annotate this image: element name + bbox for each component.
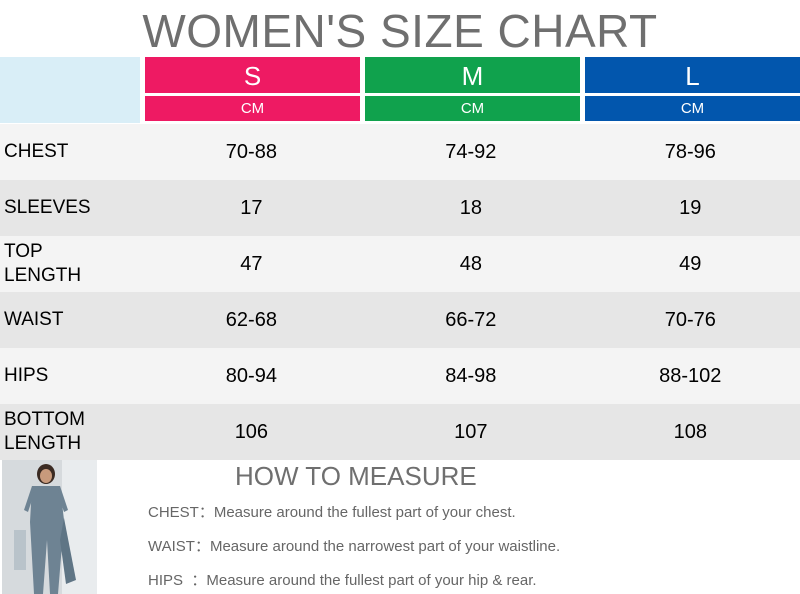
cell-value-m: 18 [459, 196, 482, 219]
chart-title: WOMEN'S SIZE CHART [142, 5, 658, 57]
row-label: HIPS [4, 365, 49, 386]
row-label: WAIST [4, 309, 64, 330]
cell-value-m: 48 [459, 252, 482, 275]
measure-instruction-chest: CHEST：Measure around the fullest part of… [148, 501, 516, 522]
cell-value-s: 80-94 [225, 364, 277, 387]
size-header-s: S CM [145, 57, 360, 121]
size-header-l: L CM [585, 57, 800, 121]
measure-key: WAIST： [148, 538, 210, 555]
measure-key: CHEST： [148, 504, 214, 521]
measure-key: HIPS ： [148, 572, 207, 589]
size-label-l: L [585, 57, 800, 93]
cell-value-s: 47 [240, 252, 263, 275]
size-label-m: M [365, 57, 580, 93]
table-row-sleeves: SLEEVES 17 18 19 [0, 180, 800, 236]
row-label: SLEEVES [4, 197, 91, 218]
size-table-body: CHEST 70-88 74-92 78-96 SLEEVES 17 18 19… [0, 124, 800, 460]
cell-value-s: 70-88 [225, 140, 277, 163]
model-photo [2, 460, 97, 594]
cell-value-l: 88-102 [659, 364, 722, 387]
row-label: CHEST [4, 141, 69, 162]
model-figure-icon [2, 460, 97, 594]
row-label: BOTTOM LENGTH [4, 409, 85, 454]
cell-value-s: 62-68 [225, 308, 277, 331]
measure-text: Measure around the narrowest part of you… [209, 538, 561, 555]
cell-value-s: 17 [240, 196, 263, 219]
measure-text: Measure around the fullest part of your … [206, 572, 537, 589]
table-row-chest: CHEST 70-88 74-92 78-96 [0, 124, 800, 180]
size-unit-l: CM [585, 96, 800, 121]
measure-instruction-hips: HIPS ：Measure around the fullest part of… [148, 569, 537, 590]
size-unit-s: CM [145, 96, 360, 121]
row-label: TOP LENGTH [4, 241, 82, 286]
cell-value-l: 70-76 [664, 308, 716, 331]
how-to-measure-title: HOW TO MEASURE [235, 461, 477, 491]
size-header-m: M CM [365, 57, 580, 121]
cell-value-m: 107 [454, 420, 488, 443]
cell-value-s: 106 [234, 420, 269, 443]
measure-instruction-waist: WAIST：Measure around the narrowest part … [148, 535, 560, 556]
cell-value-m: 84-98 [445, 364, 497, 387]
cell-value-m: 74-92 [445, 140, 497, 163]
size-label-s: S [145, 57, 360, 93]
cell-value-l: 78-96 [664, 140, 716, 163]
cell-value-l: 49 [679, 252, 702, 275]
table-row-bottom-length: BOTTOM LENGTH 106 107 108 [0, 404, 800, 460]
cell-value-m: 66-72 [445, 308, 497, 331]
size-unit-m: CM [365, 96, 580, 121]
table-row-top-length: TOP LENGTH 47 48 49 [0, 236, 800, 292]
cell-value-l: 19 [679, 196, 702, 219]
cell-value-l: 108 [673, 420, 707, 443]
table-row-waist: WAIST 62-68 66-72 70-76 [0, 292, 800, 348]
table-row-hips: HIPS 80-94 84-98 88-102 [0, 348, 800, 404]
measure-text: Measure around the fullest part of your … [213, 504, 516, 521]
header-corner-cell [0, 57, 140, 123]
